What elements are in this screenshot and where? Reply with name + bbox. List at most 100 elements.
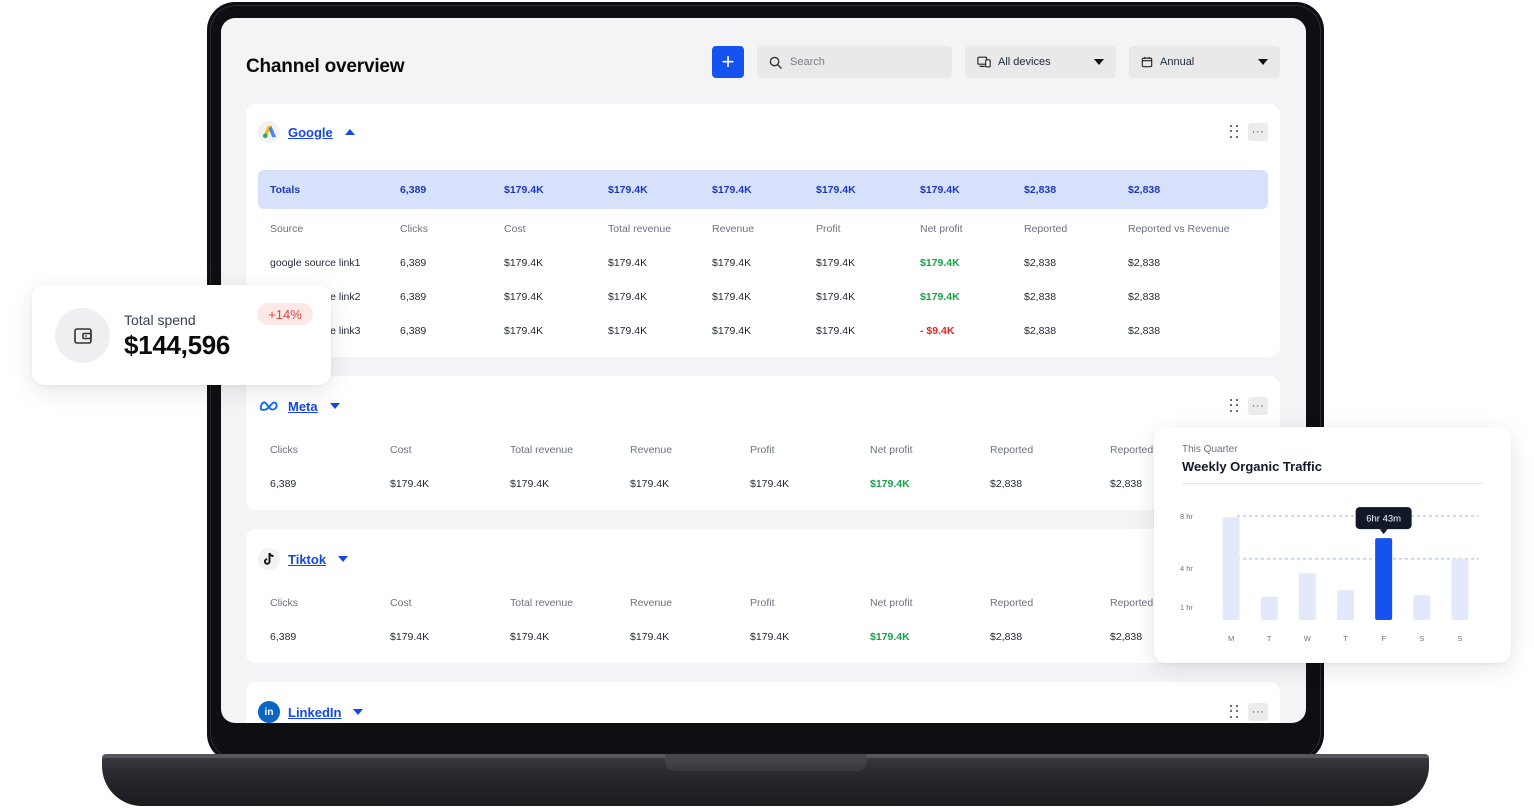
- meta-link[interactable]: Meta: [288, 398, 318, 414]
- column-header: Cost: [504, 223, 526, 235]
- x-tick-label: T: [1343, 634, 1348, 643]
- google-card: Google ··· Totals 6,389 $179.4K $179.4K …: [246, 104, 1280, 357]
- more-options-button[interactable]: ···: [1248, 397, 1268, 415]
- laptop-notch: [665, 754, 867, 771]
- column-header: Total revenue: [608, 223, 672, 235]
- reported-vs-revenue-cell: $2,838: [1128, 257, 1161, 269]
- net-profit-cell: $179.4K: [920, 257, 960, 269]
- x-tick-label: F: [1381, 634, 1386, 643]
- cost-cell: $179.4K: [390, 478, 430, 490]
- x-tick-label: T: [1267, 634, 1272, 643]
- profit-cell: $179.4K: [750, 478, 790, 490]
- meta-actions: ···: [1230, 397, 1268, 415]
- tooltip-pointer: [1379, 529, 1388, 535]
- net-profit-cell: - $9.4K: [920, 325, 955, 337]
- chevron-down-icon[interactable]: [353, 709, 364, 715]
- column-header: Cost: [390, 444, 412, 456]
- traffic-title: Weekly Organic Traffic: [1182, 459, 1322, 474]
- google-link[interactable]: Google: [288, 124, 333, 140]
- totals-cell: $179.4K: [712, 183, 752, 196]
- table-row[interactable]: google source link2 6,389 $179.4K $179.4…: [258, 291, 1268, 303]
- meta-table-header: Clicks Cost Total revenue Revenue Profit…: [258, 444, 1268, 456]
- x-tick-label: S: [1457, 634, 1462, 643]
- column-header: Clicks: [400, 223, 428, 235]
- linkedin-header[interactable]: in LinkedIn: [258, 682, 364, 723]
- google-ads-logo-icon: [258, 121, 280, 143]
- chevron-down-icon[interactable]: [338, 556, 349, 562]
- divider: [1182, 483, 1483, 484]
- drag-handle-icon[interactable]: [1230, 399, 1240, 413]
- search-icon: [769, 56, 782, 69]
- traffic-card: This Quarter Weekly Organic Traffic 8 hr…: [1154, 427, 1511, 663]
- chart-bar: [1222, 517, 1240, 620]
- period-dropdown[interactable]: Annual: [1129, 46, 1280, 78]
- table-row[interactable]: 6,389 $179.4K $179.4K $179.4K $179.4K $1…: [258, 631, 1268, 643]
- column-header: Profit: [816, 223, 841, 235]
- y-tick-label: 4 hr: [1180, 564, 1193, 573]
- column-header: Net profit: [920, 223, 963, 235]
- column-header: Revenue: [630, 444, 673, 456]
- linkedin-link[interactable]: LinkedIn: [288, 704, 342, 720]
- meta-card: Meta ··· Clicks Cost Total revenue Reven…: [246, 376, 1280, 510]
- net-profit-cell: $179.4K: [920, 291, 960, 303]
- x-tick-label: S: [1419, 634, 1424, 643]
- devices-dropdown[interactable]: All devices: [965, 46, 1116, 78]
- tiktok-logo-icon: [258, 548, 280, 570]
- total-revenue-cell: $179.4K: [608, 325, 648, 337]
- clicks-cell: 6,389: [270, 478, 297, 490]
- traffic-chart: 8 hr 4 hr 1 hr M T W T F 6hr 43m S S: [1180, 507, 1479, 643]
- chart-bar: [1451, 558, 1469, 620]
- drag-handle-icon[interactable]: [1230, 125, 1240, 139]
- x-tick-label: M: [1228, 634, 1234, 643]
- revenue-cell: $179.4K: [712, 325, 752, 337]
- traffic-subtitle: This Quarter: [1182, 444, 1238, 455]
- more-options-button[interactable]: ···: [1248, 703, 1268, 721]
- column-header: Reported: [1024, 223, 1068, 235]
- search-input[interactable]: [790, 56, 940, 68]
- totals-cell: $2,838: [1024, 183, 1057, 196]
- table-row[interactable]: google source link3 6,389 $179.4K $179.4…: [258, 325, 1268, 337]
- x-tick-label: W: [1304, 634, 1312, 643]
- period-label: Annual: [1160, 56, 1195, 68]
- drag-handle-icon[interactable]: [1230, 705, 1240, 719]
- column-header: Reported: [990, 444, 1034, 456]
- devices-label: All devices: [998, 56, 1051, 68]
- add-button[interactable]: +: [712, 46, 744, 78]
- search-box[interactable]: [757, 46, 952, 78]
- column-header: Net profit: [870, 444, 913, 456]
- source-cell[interactable]: google source link1: [270, 257, 361, 269]
- totals-cell: $179.4K: [608, 183, 648, 196]
- cost-cell: $179.4K: [504, 325, 544, 337]
- tiktok-header[interactable]: Tiktok: [258, 529, 349, 589]
- column-header: Profit: [750, 597, 775, 609]
- chart-bar: [1413, 595, 1431, 620]
- linkedin-card: in LinkedIn ···: [246, 682, 1280, 723]
- column-header: Revenue: [712, 223, 755, 235]
- reported-cell: $2,838: [1024, 291, 1057, 303]
- column-header: Reported vs Revenue: [1128, 223, 1230, 235]
- column-header: Revenue: [630, 597, 673, 609]
- reported-cell: $2,838: [1024, 257, 1057, 269]
- total-revenue-cell: $179.4K: [510, 631, 550, 643]
- google-header[interactable]: Google: [258, 104, 355, 160]
- meta-header[interactable]: Meta: [258, 376, 340, 436]
- total-revenue-cell: $179.4K: [510, 478, 550, 490]
- net-profit-cell: $179.4K: [870, 478, 910, 490]
- chevron-up-icon[interactable]: [344, 129, 355, 135]
- chevron-down-icon: [1258, 59, 1268, 65]
- table-row[interactable]: google source link1 6,389 $179.4K $179.4…: [258, 257, 1268, 269]
- reported-cell: $2,838: [990, 478, 1023, 490]
- chart-bar: [1375, 538, 1393, 620]
- chart-tooltip: [1355, 507, 1412, 530]
- meta-logo-icon: [258, 395, 280, 417]
- reported-vs-revenue-cell: $2,838: [1128, 325, 1161, 337]
- tiktok-link[interactable]: Tiktok: [288, 551, 327, 567]
- totals-cell: 6,389: [400, 183, 427, 196]
- more-options-button[interactable]: ···: [1248, 123, 1268, 141]
- chart-bar: [1260, 596, 1278, 620]
- clicks-cell: 6,389: [270, 631, 297, 643]
- table-row[interactable]: 6,389 $179.4K $179.4K $179.4K $179.4K $1…: [258, 478, 1268, 490]
- y-tick-label: 8 hr: [1180, 512, 1193, 521]
- chevron-down-icon[interactable]: [329, 403, 340, 409]
- net-profit-cell: $179.4K: [870, 631, 910, 643]
